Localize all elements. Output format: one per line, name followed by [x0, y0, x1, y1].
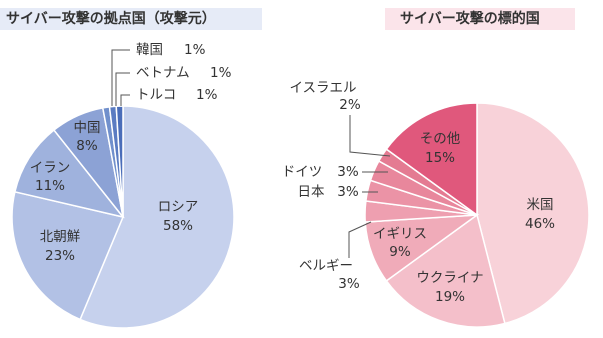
slice-label: イスラエル: [289, 80, 356, 96]
leader-line: [349, 115, 391, 157]
slice-label: その他: [420, 131, 461, 147]
value-label: 3%: [337, 184, 359, 200]
leader-line: [120, 94, 130, 106]
slice-label: 日本: [298, 184, 325, 200]
pie-slice: [476, 102, 590, 325]
value-label: 1%: [196, 87, 218, 103]
slice-label: ベルギー: [299, 258, 353, 274]
value-label: 1%: [184, 42, 206, 58]
slice-label: 韓国: [136, 42, 163, 58]
chart-title: サイバー攻撃の拠点国（攻撃元）: [6, 10, 216, 27]
value-label: 1%: [210, 65, 232, 81]
value-label: 2%: [339, 97, 361, 113]
title-band: [385, 8, 575, 30]
slice-label: ドイツ: [282, 164, 323, 180]
leader-line: [111, 49, 130, 106]
leader-line: [348, 221, 372, 258]
value-label: 19%: [435, 289, 465, 305]
title-band: [0, 8, 262, 30]
slice-label: イギリス: [373, 226, 427, 242]
value-label: 11%: [35, 178, 65, 194]
value-label: 8%: [76, 138, 98, 154]
chart-title: サイバー攻撃の標的国: [400, 10, 540, 27]
value-label: 58%: [163, 218, 193, 234]
value-label: 3%: [338, 276, 360, 292]
pie-slice: [13, 129, 125, 219]
slice-label: ベトナム: [136, 65, 190, 81]
value-label: 9%: [389, 244, 411, 260]
slice-label: イラン: [30, 160, 71, 176]
pie-slice: [11, 190, 125, 321]
leader-line: [115, 72, 130, 106]
slice-label: 北朝鮮: [40, 229, 81, 245]
pie-slice: [385, 102, 478, 217]
slice-label: ロシア: [158, 199, 199, 215]
slice-label: トルコ: [136, 87, 176, 103]
slice-label: 中国: [74, 120, 101, 136]
value-label: 15%: [425, 150, 455, 166]
pies: [11, 102, 590, 329]
slice-label: 米国: [527, 197, 554, 213]
value-label: 23%: [45, 248, 75, 264]
slice-label: ウクライナ: [416, 270, 483, 286]
value-label: 46%: [525, 216, 555, 232]
pie-slice: [385, 213, 506, 328]
pie-slice: [79, 105, 235, 329]
value-label: 3%: [337, 164, 359, 180]
pie-slice: [115, 105, 124, 218]
